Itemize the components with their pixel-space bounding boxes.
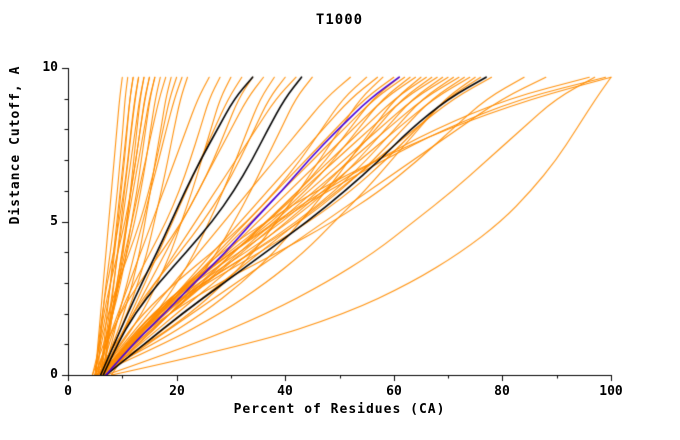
x-tick-label: 80 (494, 384, 510, 399)
x-tick-label: 20 (169, 384, 185, 399)
x-tick-label: 60 (386, 384, 402, 399)
y-tick-label: 10 (42, 60, 58, 75)
y-tick-label: 0 (50, 367, 58, 382)
x-tick-label: 0 (64, 384, 72, 399)
y-tick-label: 5 (50, 214, 58, 229)
y-axis-label: Distance Cutoff, A (8, 65, 23, 225)
x-tick-label: 40 (277, 384, 293, 399)
chart-title: T1000 (315, 12, 364, 28)
x-tick-label: 100 (599, 384, 623, 399)
x-axis-label: Percent of Residues (CA) (233, 402, 446, 417)
